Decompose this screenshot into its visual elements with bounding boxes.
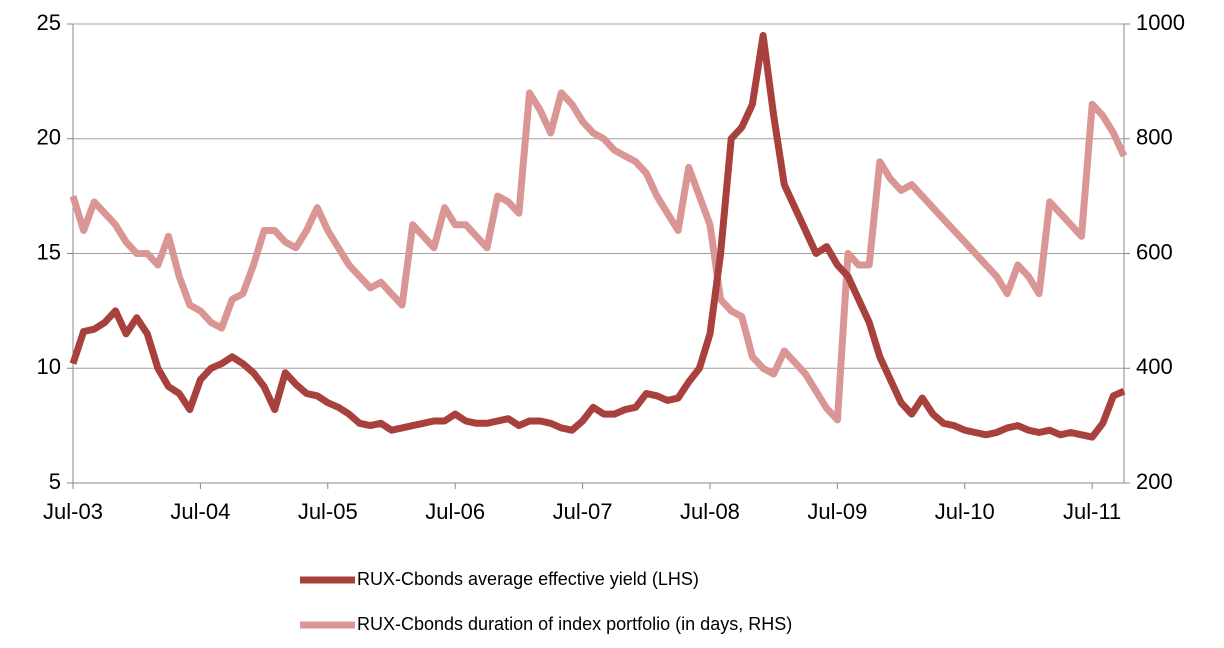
- legend-label: RUX-Cbonds average effective yield (LHS): [357, 569, 699, 589]
- x-tick-label: Jul-09: [807, 499, 867, 524]
- y-tick-label: 15: [37, 239, 61, 264]
- x-tick-label: Jul-10: [935, 499, 995, 524]
- y2-tick-label: 200: [1136, 469, 1173, 494]
- x-tick-label: Jul-03: [43, 499, 103, 524]
- y2-tick-label: 1000: [1136, 10, 1185, 35]
- y2-tick-label: 600: [1136, 239, 1173, 264]
- y2-tick-label: 800: [1136, 125, 1173, 150]
- series-line: [69, 32, 1126, 441]
- y-tick-label: 25: [37, 10, 61, 35]
- x-tick-label: Jul-11: [1063, 499, 1121, 524]
- x-tick-label: Jul-06: [425, 499, 485, 524]
- legend-label: RUX-Cbonds duration of index portfolio (…: [357, 614, 792, 634]
- y-tick-label: 10: [37, 354, 61, 379]
- y-tick-label: 5: [49, 469, 61, 494]
- x-tick-label: Jul-04: [170, 499, 230, 524]
- x-tick-label: Jul-08: [680, 499, 740, 524]
- x-tick-label: Jul-07: [553, 499, 613, 524]
- y-tick-label: 20: [37, 125, 61, 150]
- series-line: [69, 89, 1128, 424]
- x-tick-label: Jul-05: [298, 499, 358, 524]
- y2-tick-label: 400: [1136, 354, 1173, 379]
